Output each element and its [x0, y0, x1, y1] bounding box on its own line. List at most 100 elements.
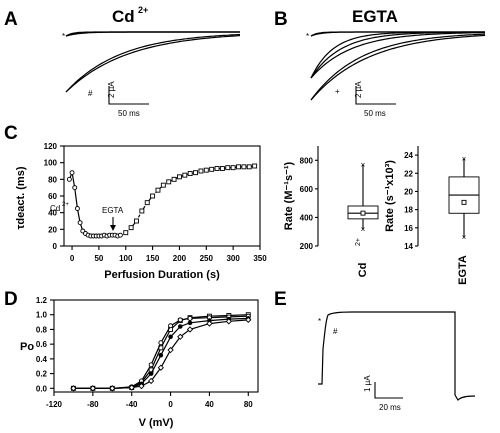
panel-d-point	[186, 326, 194, 333]
panel-d-letter: D	[4, 289, 18, 310]
panel-e-scale-x: 20 ms	[379, 403, 401, 412]
panel-a-hash: #	[88, 89, 93, 98]
panel-d-point	[167, 346, 174, 354]
panel-e-letter: E	[274, 289, 287, 310]
panel-a-letter: A	[4, 9, 18, 30]
panel-d-xlabel: V (mV)	[139, 417, 174, 429]
panel-c-point	[219, 166, 225, 171]
panel-c-point	[230, 165, 236, 171]
panel-c-ytick-label: 100	[44, 159, 58, 168]
panel-c-point	[134, 218, 139, 224]
panel-d-frame	[53, 299, 259, 393]
panel-c-point	[214, 166, 220, 171]
panel-a-scalebar	[108, 86, 149, 105]
panel-c-point	[203, 167, 209, 173]
panel-b-scale-x: 50 ms	[364, 109, 386, 118]
panel-d-ytick-label: 0.4	[36, 355, 48, 364]
panel-d-point	[158, 340, 164, 346]
panel-c-xtick-label: 50	[94, 254, 103, 263]
panel-c-cd-sup: 2+	[62, 202, 69, 208]
panel-d-point	[89, 385, 96, 392]
panel-d-ticks: 0.0 0.2 0.4 0.6 0.8 1.0 1.2 -120 -80 -40 0 40 80	[36, 296, 253, 409]
panel-c-point	[77, 220, 83, 226]
panel-c-point	[225, 165, 231, 171]
panel-c-xlabel: Perfusion Duration (s)	[104, 269, 220, 281]
panel-a-slow-trace-1	[65, 35, 241, 93]
panel-a-title-sup: 2+	[138, 5, 148, 15]
panel-b-mid-trace-1	[310, 31, 485, 79]
panel-a-scale-y: 2 µA	[107, 81, 116, 98]
panel-d-ytick-label: 0.0	[36, 384, 48, 393]
panel-b-star: *	[306, 32, 309, 41]
panel-d-xtick-label: 40	[205, 400, 214, 409]
panel-c-ticks: 0 20 40 60 80 100 120 0 50 100 150 200 250 300 350	[44, 142, 268, 263]
panel-c-point	[177, 174, 182, 180]
box2-ylabel: Rate (s⁻¹x10³)	[384, 160, 396, 232]
panel-d-fit-line	[73, 314, 249, 389]
panel-c-frame	[63, 145, 261, 247]
box2-ytick-label: 16	[404, 224, 413, 233]
panel-d-point	[148, 362, 154, 368]
box2-max-marker: ×	[462, 155, 467, 164]
panel-b-letter: B	[274, 9, 288, 30]
box1-ytick-label: 800	[300, 156, 314, 165]
panel-c-point	[72, 185, 78, 191]
panel-c-fit-line	[125, 165, 255, 234]
panel-b-scale-y: 2 µA	[354, 81, 363, 98]
panel-c-xtick-label: 250	[200, 254, 214, 263]
box1-ytick-label: 600	[300, 185, 314, 194]
panel-c-point	[241, 164, 247, 170]
panel-d-ylabel: Po	[20, 341, 34, 353]
panel-c-xtick-label: 0	[70, 254, 75, 263]
panel-d-point	[168, 323, 174, 329]
panel-d-ytick-label: 0.2	[36, 370, 48, 379]
panel-d-point	[70, 385, 77, 392]
panel-c-xtick-label: 300	[226, 254, 240, 263]
panel-d-point	[128, 384, 135, 391]
box1-min-marker: ×	[361, 225, 366, 234]
panel-c-egta-arrowhead	[110, 225, 116, 231]
panel-c-ylabel: τdeact. (ms)	[15, 166, 27, 229]
box1-ylabel: Rate (M⁻¹s⁻¹)	[283, 161, 295, 230]
panel-c-point	[74, 206, 80, 211]
panel-c-point	[182, 172, 188, 178]
panel-c-point	[246, 164, 252, 170]
panel-d-point	[187, 320, 193, 326]
panel-e-star: *	[318, 317, 321, 326]
panel-a-star: *	[62, 32, 65, 41]
panel-c-letter: C	[4, 123, 18, 144]
box2-ytick-label: 24	[404, 151, 413, 160]
panel-c-ytick-label: 120	[44, 142, 58, 151]
panel-c-point	[166, 179, 172, 185]
panel-c-ytick-label: 60	[48, 192, 57, 201]
panel-a-scale-x: 50 ms	[118, 109, 140, 118]
panel-d-fit-line	[73, 315, 249, 389]
panel-c-point	[123, 230, 129, 236]
panel-c-point	[150, 193, 156, 199]
panel-c-xtick-label: 100	[119, 254, 133, 263]
panel-b-mid-trace-2	[310, 32, 485, 79]
panel-b-scalebar	[355, 86, 396, 105]
panel-c-point	[236, 164, 241, 170]
panel-a-title: Cd	[112, 7, 135, 26]
panel-d-ytick-label: 0.6	[36, 340, 48, 349]
panel-d-point	[177, 333, 184, 340]
panel-c-point	[187, 171, 193, 176]
box2-xlabel: EGTA	[457, 255, 469, 285]
panel-c-ytick-label: 0	[53, 242, 58, 251]
panel-e-trace	[318, 311, 476, 401]
panel-c-point	[139, 208, 145, 214]
box2-mean	[461, 199, 467, 205]
panel-c-xtick-label: 150	[146, 254, 160, 263]
panel-b-title: EGTA	[352, 7, 398, 26]
panel-d-ytick-label: 0.8	[36, 325, 48, 334]
box1-xlabel-sup: 2+	[355, 238, 362, 246]
panel-c-point	[66, 176, 72, 182]
box2-ytick-label: 18	[404, 206, 413, 215]
panel-d-point	[148, 371, 154, 376]
panel-e-scalebar	[374, 382, 403, 399]
box1-plot: ××	[347, 161, 379, 234]
panel-c-point	[144, 200, 150, 206]
panel-d-xtick-label: -120	[46, 400, 63, 409]
